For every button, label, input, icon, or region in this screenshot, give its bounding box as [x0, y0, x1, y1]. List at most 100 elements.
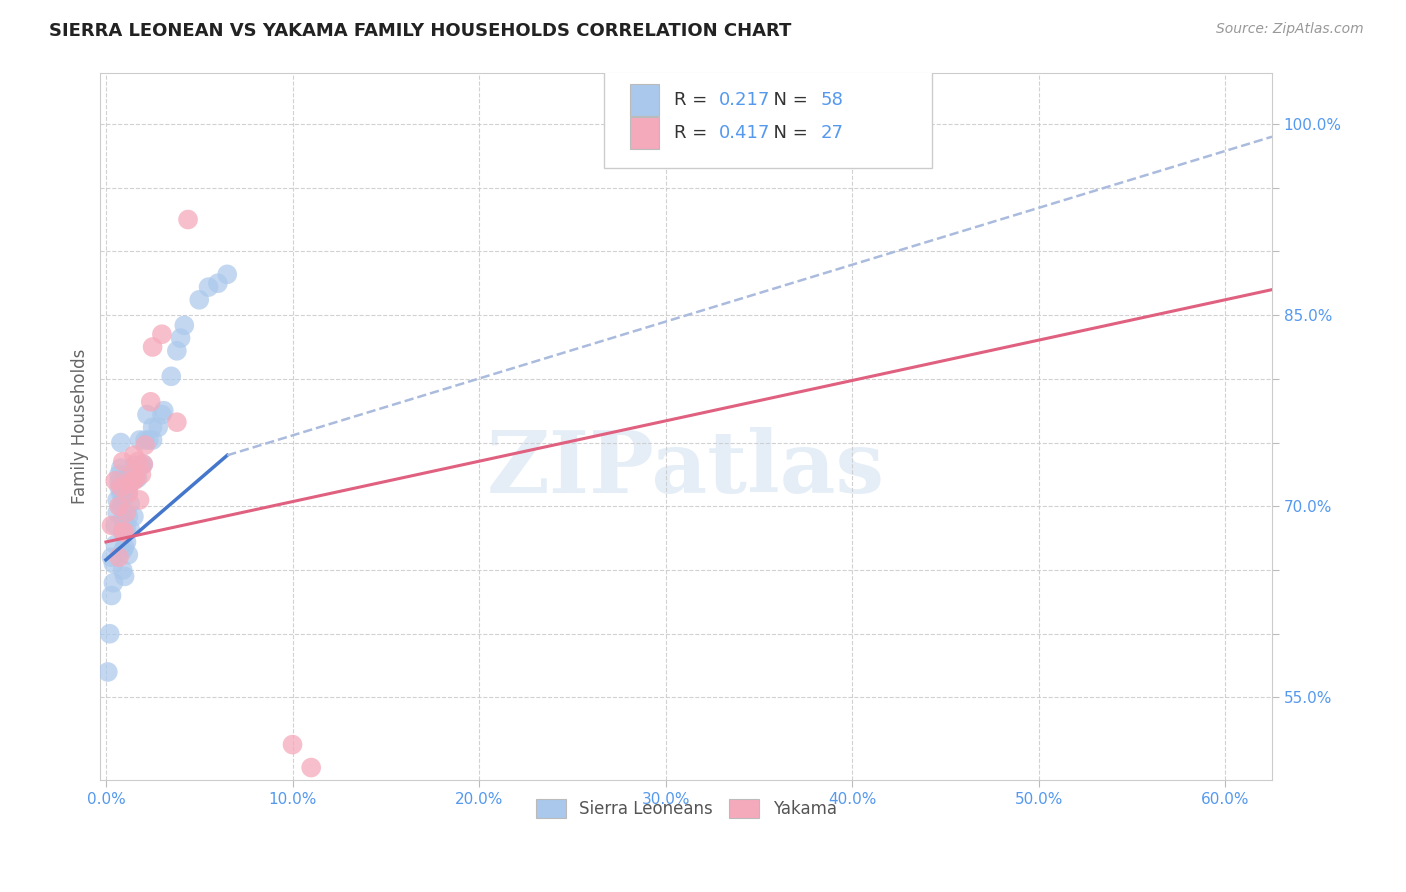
Text: 58: 58 — [821, 91, 844, 109]
Point — [104, 537, 127, 551]
Point — [104, 518, 127, 533]
Point — [104, 474, 127, 488]
Point — [136, 408, 159, 422]
FancyBboxPatch shape — [605, 70, 932, 169]
Point — [111, 524, 134, 539]
Point — [110, 480, 132, 494]
Point — [115, 522, 138, 536]
FancyBboxPatch shape — [630, 117, 659, 149]
Text: N =: N = — [762, 124, 814, 142]
Point — [150, 327, 173, 342]
Point — [111, 563, 134, 577]
Point — [117, 486, 139, 500]
Point — [122, 509, 145, 524]
Point — [299, 760, 322, 774]
Point — [117, 548, 139, 562]
Point — [281, 738, 304, 752]
Point — [110, 500, 132, 514]
Point — [197, 280, 219, 294]
Point — [110, 486, 132, 500]
Point — [139, 394, 162, 409]
Text: ZIPatlas: ZIPatlas — [486, 427, 886, 511]
Point — [103, 575, 125, 590]
Point — [166, 343, 188, 358]
Point — [169, 331, 191, 345]
Point — [125, 471, 148, 485]
Point — [121, 471, 143, 485]
Point — [207, 277, 229, 291]
Point — [132, 457, 155, 471]
Point — [114, 486, 136, 500]
Point — [121, 467, 143, 482]
Point — [117, 483, 139, 498]
Point — [100, 518, 122, 533]
Text: 0.417: 0.417 — [718, 124, 770, 142]
Point — [125, 471, 148, 485]
Point — [150, 408, 173, 422]
Point — [188, 293, 211, 307]
Point — [120, 497, 142, 511]
Point — [127, 471, 149, 485]
Point — [177, 212, 200, 227]
Point — [152, 403, 174, 417]
FancyBboxPatch shape — [630, 84, 659, 116]
Point — [128, 492, 150, 507]
Point — [111, 512, 134, 526]
Legend: Sierra Leoneans, Yakama: Sierra Leoneans, Yakama — [529, 792, 844, 825]
Point — [128, 433, 150, 447]
Point — [108, 480, 131, 494]
Text: 0.217: 0.217 — [718, 91, 770, 109]
Point — [115, 506, 138, 520]
Point — [114, 524, 136, 539]
Point — [110, 461, 132, 475]
Point — [115, 535, 138, 549]
Point — [120, 476, 142, 491]
Point — [122, 474, 145, 488]
Point — [111, 455, 134, 469]
Text: SIERRA LEONEAN VS YAKAMA FAMILY HOUSEHOLDS CORRELATION CHART: SIERRA LEONEAN VS YAKAMA FAMILY HOUSEHOL… — [49, 22, 792, 40]
Text: 27: 27 — [821, 124, 844, 142]
Text: R =: R = — [675, 124, 713, 142]
Point — [120, 522, 142, 536]
Point — [100, 589, 122, 603]
Point — [131, 458, 153, 473]
Point — [114, 569, 136, 583]
Text: N =: N = — [762, 91, 814, 109]
Point — [105, 492, 128, 507]
Point — [114, 515, 136, 529]
Point — [97, 665, 120, 679]
Point — [122, 458, 145, 473]
Point — [98, 626, 121, 640]
Point — [148, 420, 170, 434]
Point — [127, 455, 149, 469]
Point — [117, 509, 139, 524]
Point — [122, 448, 145, 462]
Point — [131, 467, 153, 482]
Point — [166, 415, 188, 429]
Point — [134, 438, 156, 452]
Point — [111, 524, 134, 539]
Point — [110, 435, 132, 450]
Text: Source: ZipAtlas.com: Source: ZipAtlas.com — [1216, 22, 1364, 37]
Point — [115, 471, 138, 485]
Point — [142, 420, 165, 434]
Point — [100, 550, 122, 565]
Point — [108, 467, 131, 482]
Point — [142, 433, 165, 447]
Point — [134, 433, 156, 447]
Point — [108, 474, 131, 488]
Point — [111, 544, 134, 558]
Point — [103, 557, 125, 571]
Point — [108, 500, 131, 514]
Point — [108, 550, 131, 565]
Point — [142, 340, 165, 354]
Point — [111, 492, 134, 507]
Point — [114, 540, 136, 554]
Text: R =: R = — [675, 91, 713, 109]
Point — [160, 369, 183, 384]
Point — [105, 506, 128, 520]
Y-axis label: Family Households: Family Households — [72, 349, 89, 504]
Point — [217, 268, 239, 282]
Point — [132, 457, 155, 471]
Point — [138, 433, 160, 447]
